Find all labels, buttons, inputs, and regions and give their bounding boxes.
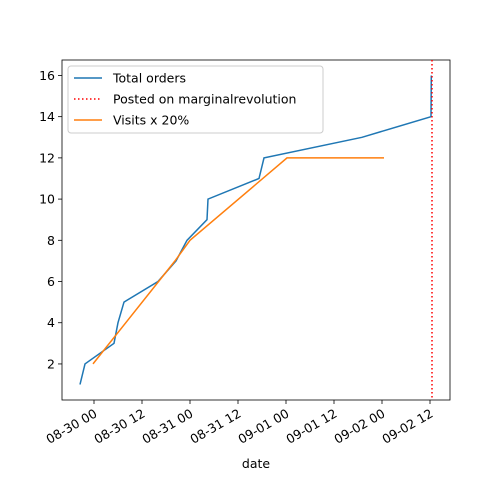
y-tick-label: 12 [39,150,55,165]
y-tick-label: 14 [39,109,55,124]
legend-label: Posted on marginalrevolution [113,92,296,107]
y-tick-label: 16 [39,68,55,83]
x-tick-label: 08-30 12 [91,406,147,447]
y-tick-label: 10 [39,192,55,207]
y-tick-label: 6 [47,274,55,289]
y-tick-label: 4 [47,315,55,330]
y-tick-label: 2 [47,356,55,371]
legend-label: Visits x 20% [113,113,189,128]
line-series [92,157,384,365]
x-tick-label: 09-02 00 [331,406,387,447]
x-tick-label: 09-02 12 [379,406,435,447]
legend-box [67,65,324,134]
legend-label: Total orders [112,71,186,86]
plot-frame [61,59,451,401]
x-tick-label: 08-31 00 [139,406,195,447]
y-tick-label: 8 [47,233,55,248]
x-tick-label: 09-01 00 [235,406,291,447]
x-tick-label: 08-30 00 [43,406,99,447]
x-axis-label: date [242,456,270,471]
x-tick-label: 08-31 12 [187,406,243,447]
x-tick-label: 09-01 12 [283,406,339,447]
legend: Total orders Posted on marginalrevolution… [67,65,324,134]
